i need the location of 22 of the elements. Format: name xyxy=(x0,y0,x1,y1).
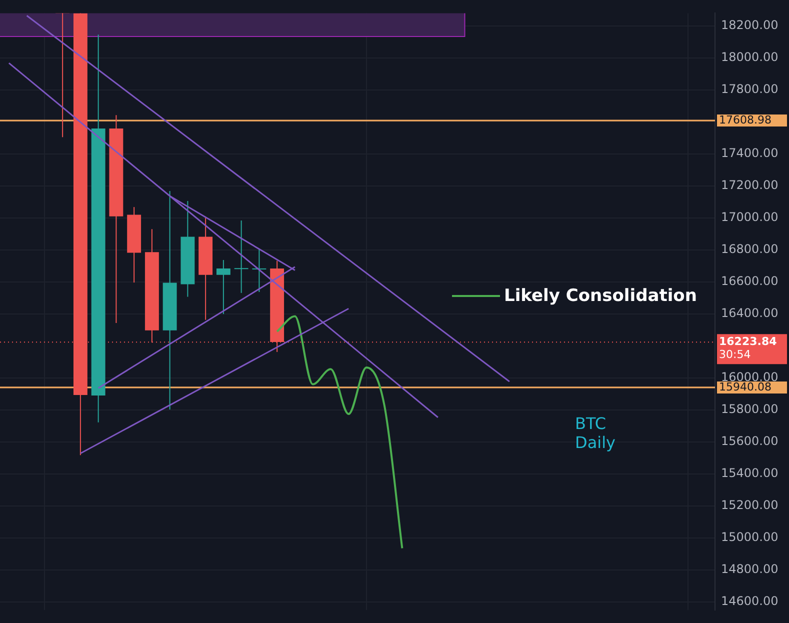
y-tick-label: 15000.00 xyxy=(721,530,778,544)
y-tick-label: 18200.00 xyxy=(721,18,778,32)
y-tick-label: 17800.00 xyxy=(721,82,778,96)
y-tick-label: 15400.00 xyxy=(721,466,778,480)
ref-line-label: 15940.08 xyxy=(719,380,772,394)
y-tick-label: 17000.00 xyxy=(721,210,778,224)
legend-label: Likely Consolidation xyxy=(504,286,697,306)
y-tick-label: 16800.00 xyxy=(721,242,778,256)
y-tick-label: 17400.00 xyxy=(721,146,778,160)
y-tick-label: 16600.00 xyxy=(721,274,778,288)
ref-line-label: 16223.84 xyxy=(719,334,778,348)
text: 30:54 xyxy=(719,348,751,361)
y-tick-label: 15800.00 xyxy=(721,402,778,416)
y-tick-label: 14600.00 xyxy=(721,594,778,608)
y-tick-label: 15200.00 xyxy=(721,498,778,512)
y-tick-label: 14800.00 xyxy=(721,562,778,576)
y-tick-label: 18000.00 xyxy=(721,50,778,64)
y-tick-label: 17200.00 xyxy=(721,178,778,192)
y-tick-label: 16400.00 xyxy=(721,306,778,320)
ref-line-label: 17608.98 xyxy=(719,113,772,126)
annotation: BTC Daily xyxy=(575,414,616,452)
y-tick-label: 15600.00 xyxy=(721,434,778,448)
